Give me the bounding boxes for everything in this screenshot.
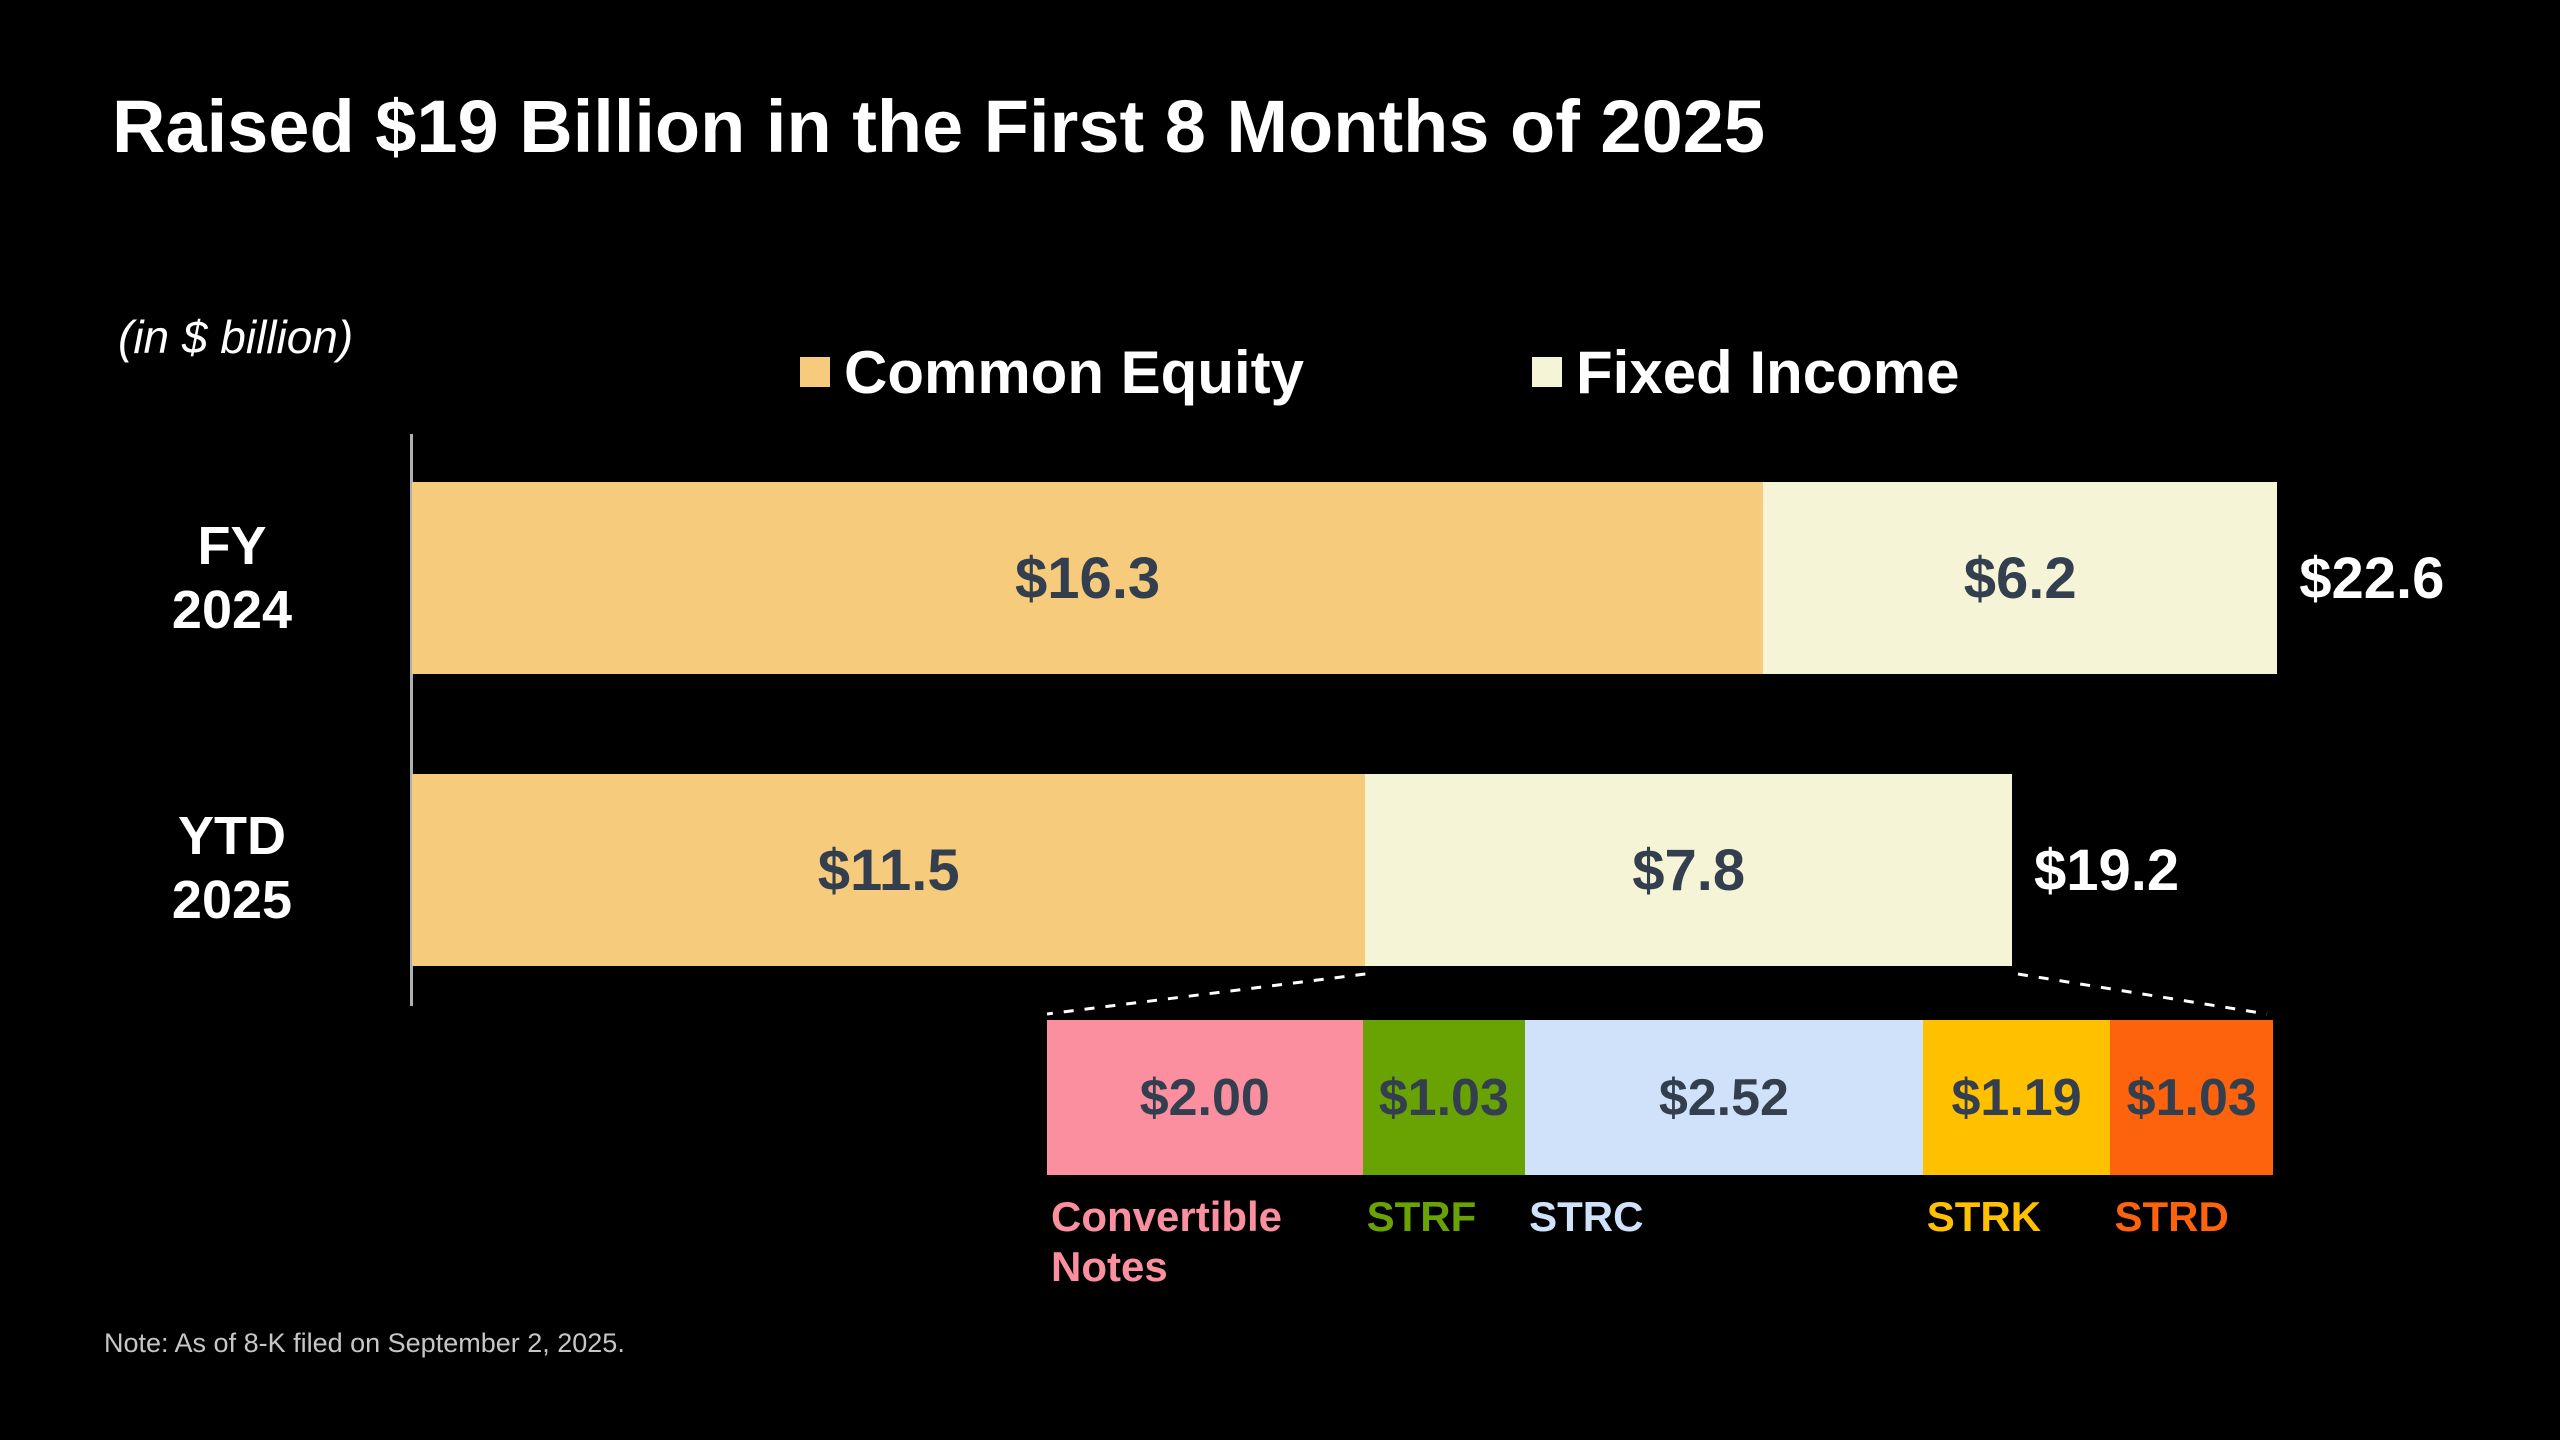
category-label-fy-2024: FY 2024 bbox=[82, 514, 382, 642]
breakdown-value-label: $1.03 bbox=[1378, 1068, 1509, 1127]
legend-swatch-icon bbox=[800, 357, 830, 387]
category-label-line: FY bbox=[197, 516, 267, 576]
bar-value-label: $7.8 bbox=[1632, 837, 1746, 903]
slide-title: Raised $19 Billion in the First 8 Months… bbox=[112, 85, 1766, 168]
legend-label: Fixed Income bbox=[1576, 338, 1960, 406]
breakdown-segment-strc: $2.52 bbox=[1525, 1020, 1923, 1175]
breakdown-segment-label-strk: STRK bbox=[1926, 1193, 2042, 1240]
bar-total-label: $19.2 bbox=[2033, 837, 2180, 903]
legend-label: Common Equity bbox=[844, 338, 1304, 406]
y-axis-line bbox=[410, 434, 413, 1006]
breakdown-segment-label-strd: STRD bbox=[2114, 1193, 2229, 1240]
bar-total-label: $22.6 bbox=[2299, 545, 2445, 611]
bar-segment-fixed-income: $7.8 bbox=[1365, 774, 2012, 966]
legend-swatch-icon bbox=[1532, 357, 1562, 387]
breakdown-segment-label-strf: STRF bbox=[1366, 1193, 1477, 1240]
legend-item-fixed-income: Fixed Income bbox=[1532, 338, 1960, 406]
breakdown-segment-label-strc: STRC bbox=[1529, 1193, 1644, 1240]
breakdown-segment-convertible-notes: $2.00 bbox=[1047, 1020, 1363, 1175]
category-label-line: YTD bbox=[178, 806, 286, 866]
category-label-ytd-2025: YTD 2025 bbox=[82, 804, 382, 932]
bar-segment-common-equity: $16.3 bbox=[412, 482, 1764, 674]
unit-label: (in $ billion) bbox=[118, 311, 354, 363]
breakdown-value-label: $1.03 bbox=[2126, 1068, 2257, 1127]
breakdown-segment-strd: $1.03 bbox=[2110, 1020, 2273, 1175]
breakdown-segment-strf: $1.03 bbox=[1362, 1020, 1526, 1175]
legend-item-common-equity: Common Equity bbox=[800, 338, 1304, 406]
breakdown-value-label: $2.00 bbox=[1139, 1068, 1270, 1127]
callout-line-right bbox=[2017, 972, 2268, 1016]
callout-line-left bbox=[1046, 972, 1366, 1016]
bar-value-label: $16.3 bbox=[1015, 545, 1161, 611]
breakdown-segment-label-convertible-notes: Convertible Notes bbox=[1051, 1193, 1283, 1290]
breakdown-value-label: $2.52 bbox=[1658, 1068, 1789, 1127]
bar-value-label: $11.5 bbox=[817, 837, 960, 903]
bar-segment-fixed-income: $6.2 bbox=[1763, 482, 2278, 674]
bar-value-label: $6.2 bbox=[1963, 545, 2077, 611]
breakdown-value-label: $1.19 bbox=[1951, 1068, 2082, 1127]
category-label-line: 2024 bbox=[171, 580, 293, 640]
footnote: Note: As of 8-K filed on September 2, 20… bbox=[104, 1328, 625, 1358]
breakdown-segment-strk: $1.19 bbox=[1922, 1020, 2111, 1175]
bar-segment-common-equity: $11.5 bbox=[412, 774, 1366, 966]
category-label-line: 2025 bbox=[171, 870, 293, 930]
